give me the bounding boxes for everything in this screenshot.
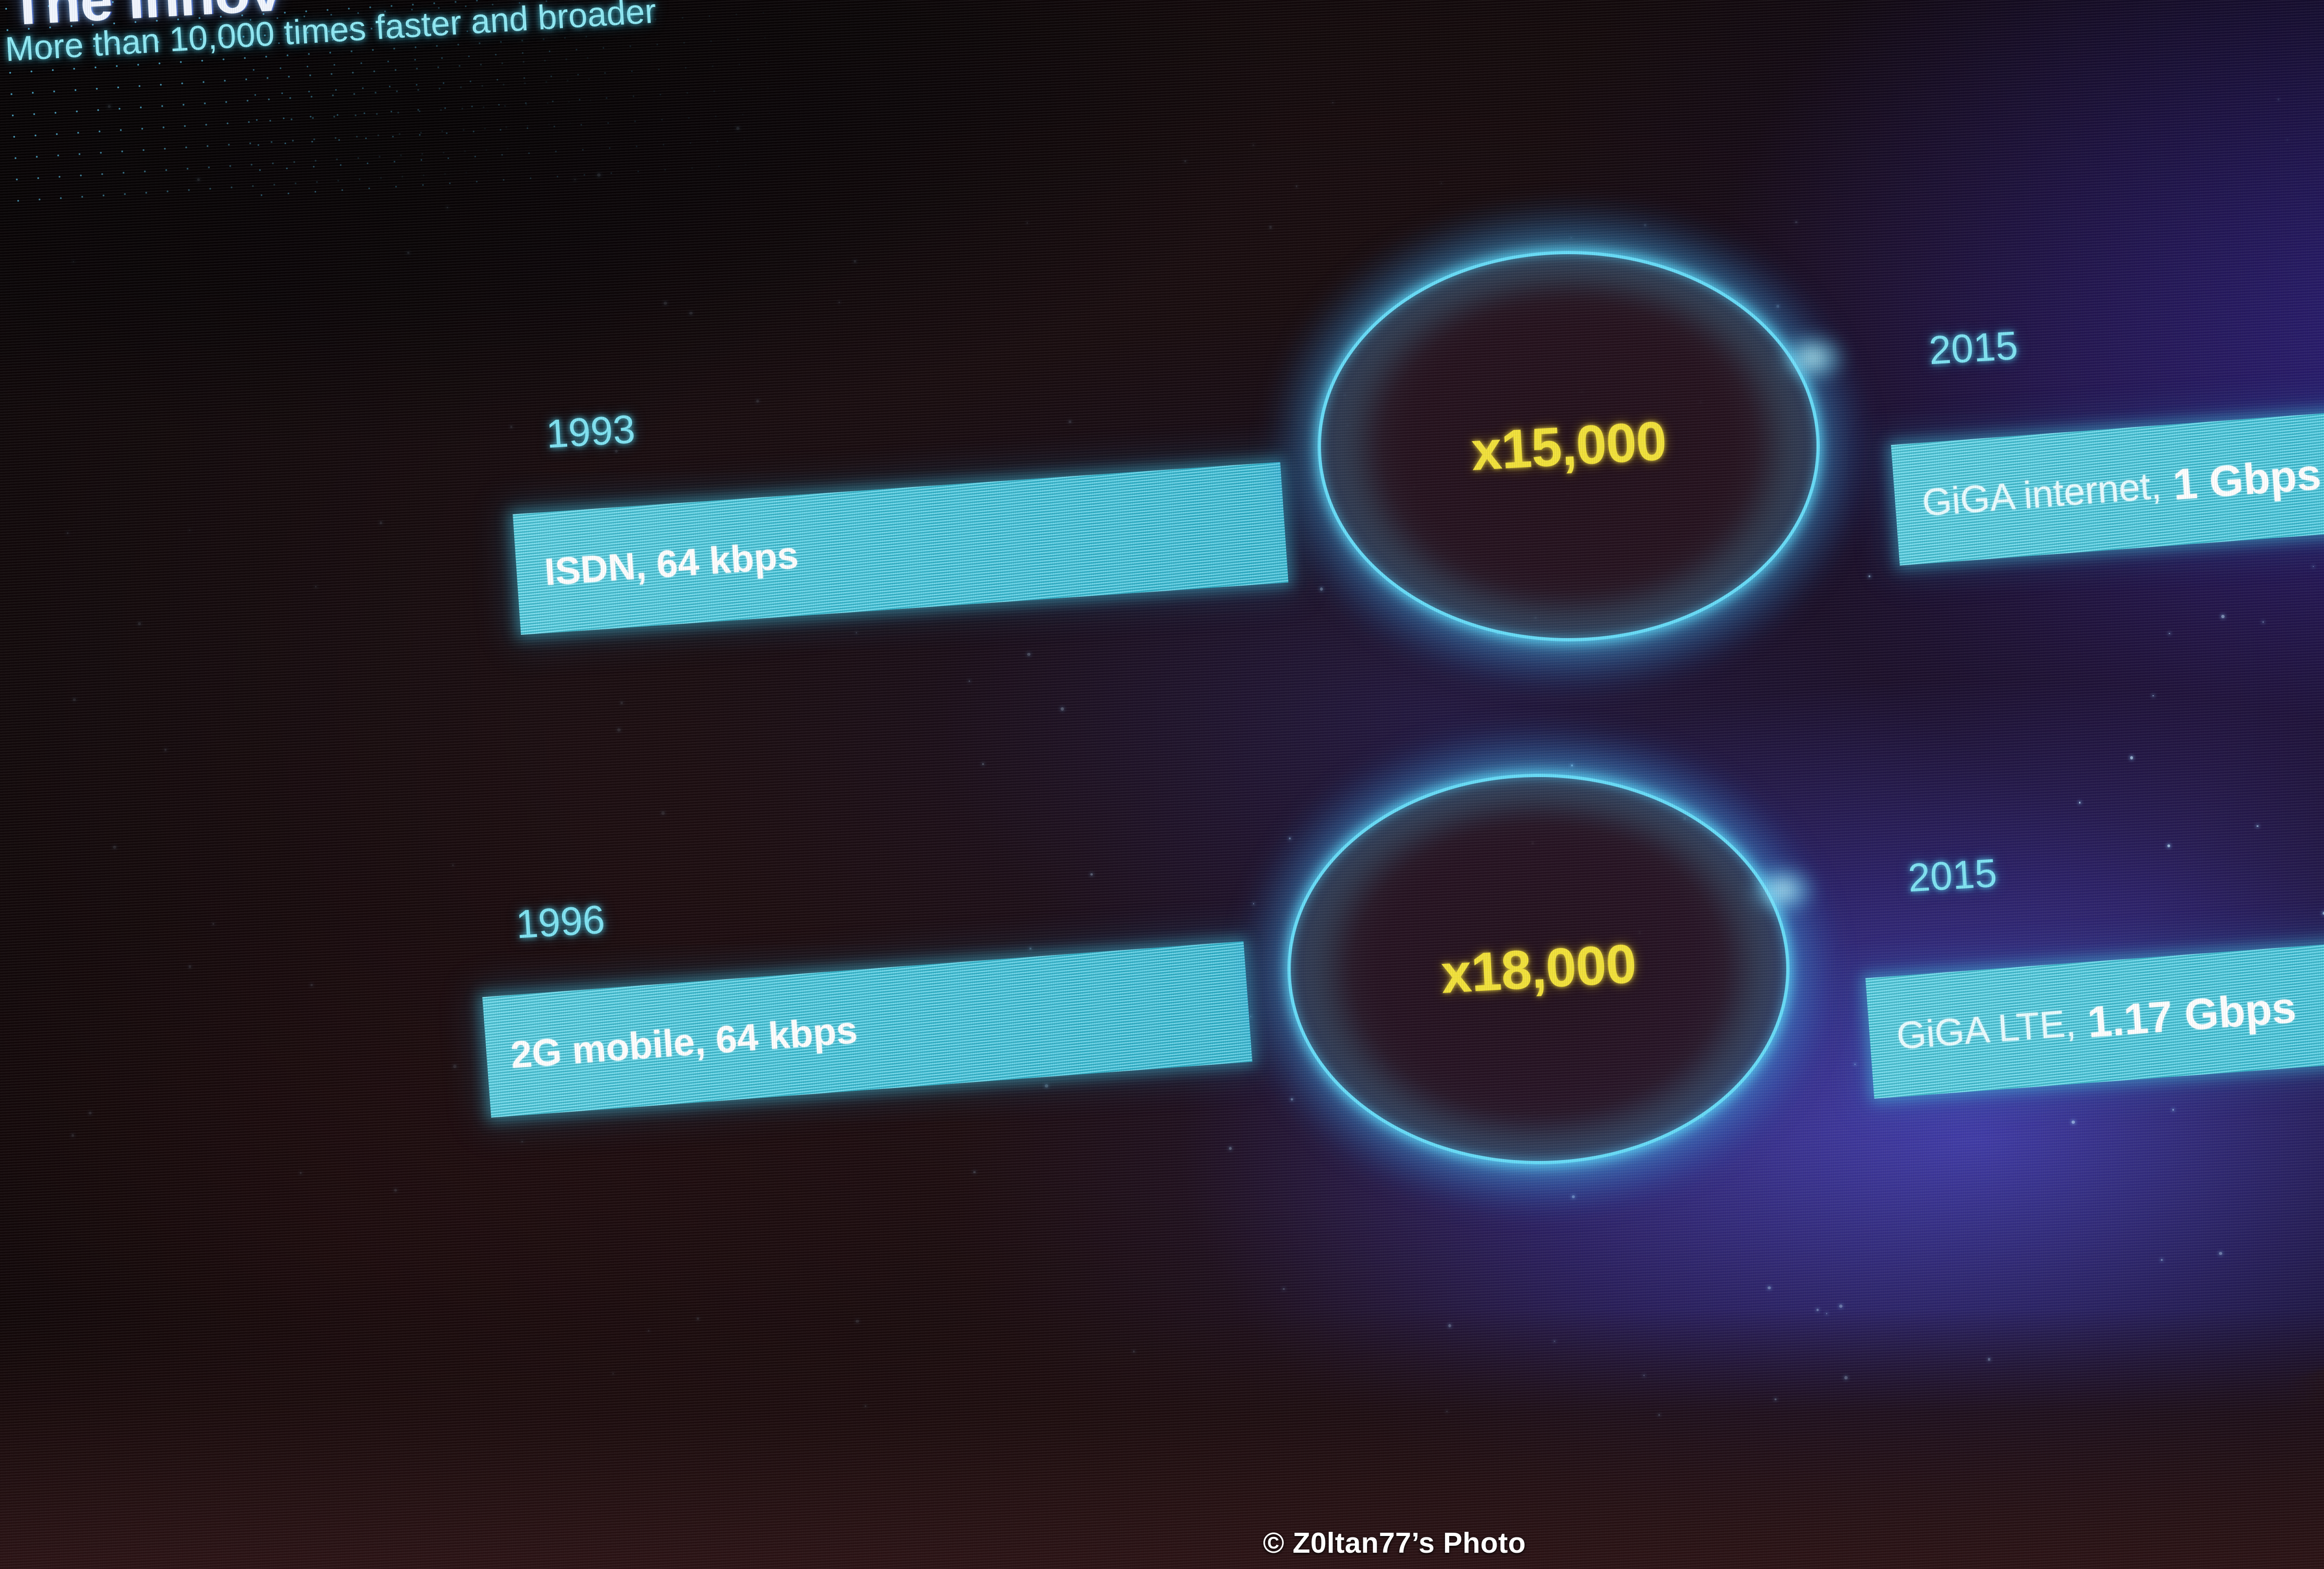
row-1-multiplier-label: x15,000: [1469, 410, 1668, 482]
row-1-left-bar-label: ISDN, 64 kbps: [543, 534, 800, 594]
row-2-right-bar-strong: 1.17 Gbps: [2086, 982, 2298, 1047]
circuit-trace-icon: [2115, 0, 2324, 353]
background-bottom-band: [0, 1309, 2324, 1569]
row-2-right-bar-light: GiGA LTE,: [1895, 1002, 2077, 1058]
row-1-left-year: 1993: [545, 407, 636, 457]
row-2-right-year: 2015: [1907, 850, 1998, 901]
row-2-multiplier-label: x18,000: [1439, 933, 1638, 1005]
row-1-right-bar-strong: 1 Gbps: [2171, 449, 2323, 509]
row-1-multiplier-ring: x15,000: [1262, 195, 1875, 697]
row-2-multiplier-ring: x18,000: [1232, 718, 1845, 1220]
ring-hotspot-icon: [1769, 325, 1857, 390]
ring-circle-icon: [1318, 251, 1820, 641]
ring-circle-2-icon: [1287, 774, 1789, 1164]
photo-watermark: © Z0ltan77’s Photo: [1263, 1527, 1526, 1559]
row-2-left-bar-label: 2G mobile, 64 kbps: [509, 1009, 859, 1077]
ring-hotspot-2-icon: [1738, 857, 1827, 923]
row-1-right-year: 2015: [1928, 323, 2019, 373]
row-2-left-year: 1996: [515, 897, 606, 947]
row-1-right-bar-light: GiGA internet,: [1921, 464, 2163, 524]
